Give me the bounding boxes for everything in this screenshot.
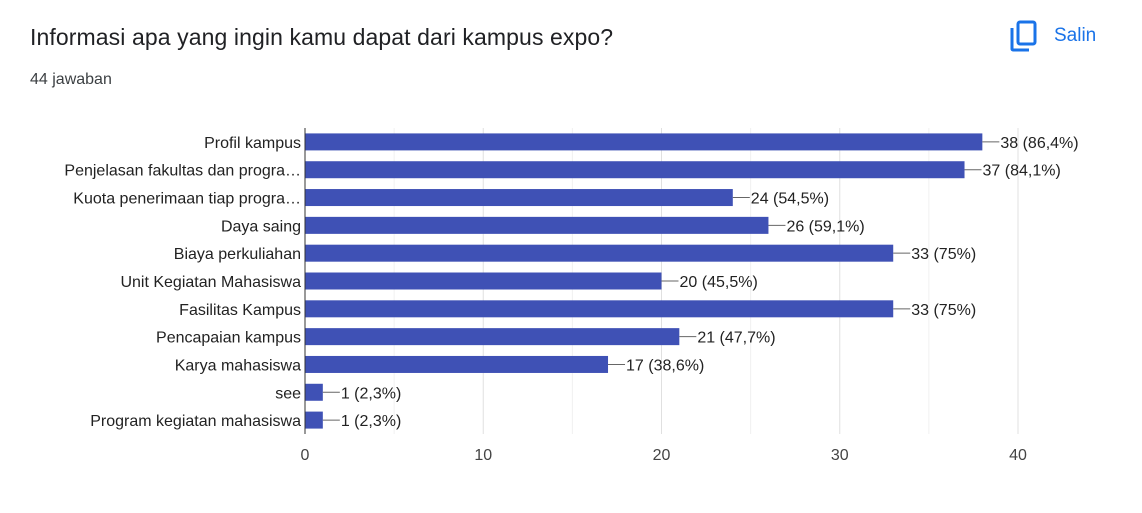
value-label: 38 (86,4%) (1000, 135, 1078, 152)
bar (305, 133, 983, 151)
bar (305, 411, 323, 429)
value-label: 33 (75%) (911, 302, 976, 319)
bar (305, 300, 894, 318)
category-label: see (275, 385, 301, 402)
x-tick-label: 30 (831, 447, 849, 464)
response-count: 44 jawaban (30, 71, 112, 88)
category-label: Daya saing (221, 218, 301, 235)
category-label: Karya mahasiswa (175, 357, 301, 374)
bar (305, 161, 965, 179)
bar (305, 383, 323, 401)
category-label: Profil kampus (204, 135, 301, 152)
category-label: Unit Kegiatan Mahasiswa (120, 274, 301, 291)
x-tick-label: 20 (653, 447, 671, 464)
category-label: Program kegiatan mahasiswa (90, 413, 301, 430)
value-label: 26 (59,1%) (786, 218, 864, 235)
bar (305, 244, 894, 262)
copy-icon (1010, 20, 1037, 52)
category-label: Penjelasan fakultas dan progra… (64, 163, 301, 180)
x-tick-label: 40 (1009, 447, 1027, 464)
category-label: Fasilitas Kampus (179, 302, 301, 319)
value-label: 1 (2,3%) (341, 385, 401, 402)
value-label: 1 (2,3%) (341, 413, 401, 430)
bar (305, 272, 662, 290)
x-tick-label: 0 (301, 447, 310, 464)
bar (305, 355, 609, 373)
x-tick-label: 10 (474, 447, 492, 464)
category-label: Kuota penerimaan tiap progra… (73, 191, 301, 208)
value-label: 37 (84,1%) (983, 163, 1061, 180)
copy-label: Salin (1054, 25, 1097, 46)
category-label: Pencapaian kampus (156, 330, 301, 347)
bar (305, 189, 733, 207)
value-label: 17 (38,6%) (626, 357, 704, 374)
bar (305, 328, 680, 346)
value-label: 33 (75%) (911, 246, 976, 263)
question-title: Informasi apa yang ingin kamu dapat dari… (30, 24, 614, 50)
copy-button[interactable]: Salin (1008, 18, 1096, 54)
value-label: 21 (47,7%) (697, 330, 775, 347)
value-label: 20 (45,5%) (680, 274, 758, 291)
bar (305, 216, 769, 234)
category-label: Biaya perkuliahan (174, 246, 301, 263)
value-label: 24 (54,5%) (751, 191, 829, 208)
